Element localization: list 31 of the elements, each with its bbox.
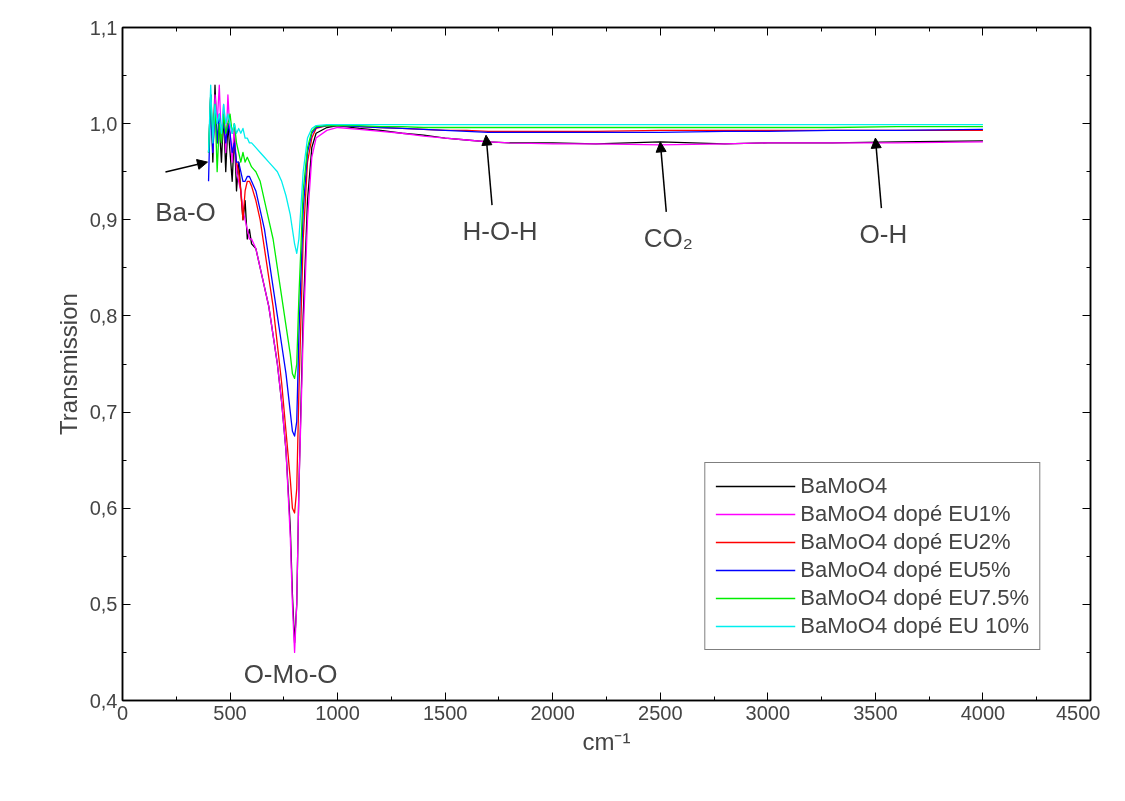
y-tick-label: 0,9: [89, 208, 118, 231]
legend-label: BaMoO4: [800, 473, 888, 499]
x-tick-label: 1000: [315, 701, 360, 724]
y-tick-label: 1,0: [89, 112, 118, 135]
x-tick-label: 3500: [853, 701, 898, 724]
x-axis-title: cm⁻¹: [582, 727, 631, 755]
y-tick-label: 0,5: [89, 593, 118, 616]
y-tick-label: 0,8: [89, 304, 118, 327]
legend-label: BaMoO4 dopé EU7.5%: [800, 585, 1029, 611]
legend-label: BaMoO4 dopé EU5%: [800, 557, 1011, 583]
x-tick-label: 4000: [960, 701, 1006, 724]
x-tick-label: 4500: [1056, 701, 1101, 724]
annotation: Ba-O: [155, 197, 216, 228]
annotation: O-H: [859, 219, 908, 250]
x-tick-label: 0: [116, 701, 129, 724]
annotation: CO₂: [643, 222, 693, 253]
legend-label: BaMoO4 dopé EU2%: [800, 529, 1011, 555]
y-tick-label: 0,6: [89, 497, 118, 520]
x-tick-label: 3000: [745, 701, 791, 724]
annotation: O-Mo-O: [243, 659, 338, 690]
y-tick-label: 1,1: [89, 16, 118, 39]
annotation: H-O-H: [462, 216, 538, 247]
y-tick-label: 0,4: [89, 689, 118, 712]
y-tick-label: 0,7: [89, 401, 118, 424]
x-tick-label: 2500: [638, 701, 683, 724]
legend-label: BaMoO4 dopé EU1%: [800, 501, 1011, 527]
x-tick-label: 1500: [422, 701, 468, 724]
legend-label: BaMoO4 dopé EU 10%: [800, 613, 1029, 639]
x-tick-label: 500: [213, 701, 247, 724]
x-tick-label: 2000: [530, 701, 575, 724]
y-axis-title: Transmission: [54, 293, 82, 435]
